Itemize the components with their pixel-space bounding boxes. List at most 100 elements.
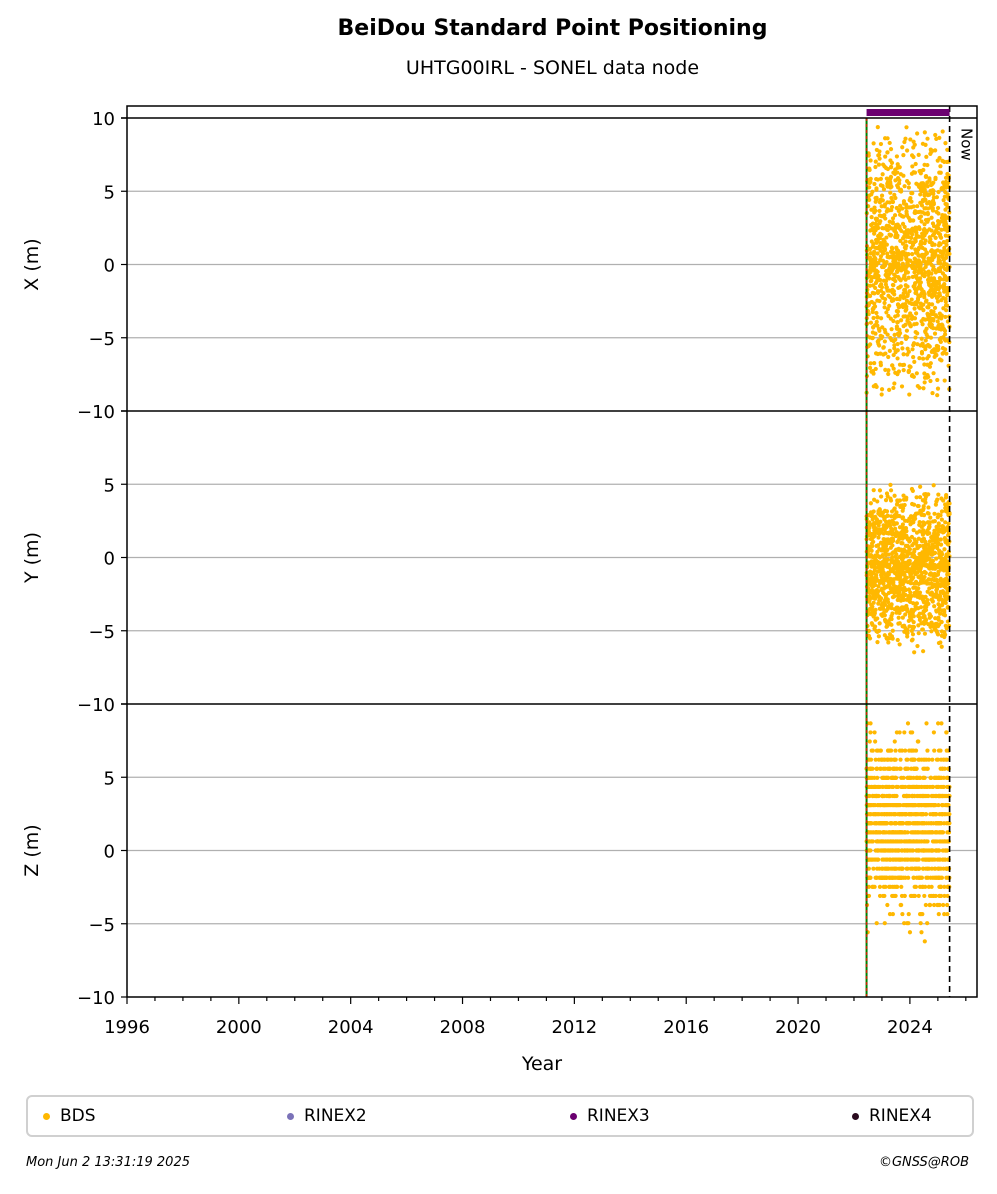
data-point-bds-y — [926, 524, 932, 530]
data-point-bds-z — [873, 848, 878, 853]
data-point-bds-y — [934, 591, 939, 596]
data-point-bds-x — [899, 318, 904, 323]
data-point-bds-x — [929, 286, 934, 291]
data-point-bds-z — [891, 830, 896, 835]
data-point-bds-x — [873, 159, 878, 164]
y-tick-label: −10 — [77, 988, 115, 1009]
data-point-bds-x — [890, 219, 895, 225]
data-point-bds-z — [913, 866, 918, 871]
data-point-bds-x — [881, 162, 886, 167]
data-point-bds-y — [870, 564, 876, 569]
y-tick-label: −5 — [88, 622, 115, 643]
data-point-bds-z — [867, 784, 872, 790]
data-point-bds-z — [920, 911, 925, 917]
data-point-bds-y — [890, 628, 895, 633]
data-point-bds-x — [943, 141, 948, 146]
data-point-bds-x — [871, 275, 876, 280]
data-point-bds-x — [932, 251, 937, 256]
data-point-bds-x — [923, 270, 928, 275]
data-point-bds-x — [944, 308, 949, 313]
data-point-bds-x — [938, 265, 943, 270]
x-tick-label: 2004 — [328, 1017, 374, 1038]
y-tick-label: 10 — [92, 109, 115, 130]
data-point-bds-y — [876, 584, 881, 589]
data-point-bds-x — [938, 339, 943, 344]
data-point-bds-x — [880, 243, 885, 248]
data-point-bds-x — [892, 381, 897, 386]
data-point-bds-y — [918, 484, 923, 489]
data-point-bds-x — [907, 392, 912, 397]
data-point-bds-y — [868, 510, 874, 515]
data-point-bds-y — [934, 524, 939, 529]
data-point-bds-y — [877, 621, 882, 626]
data-point-bds-x — [895, 356, 900, 361]
data-point-bds-y — [932, 626, 938, 632]
data-point-bds-x — [925, 356, 930, 361]
data-point-bds-y — [912, 593, 917, 598]
data-point-bds-y — [904, 497, 909, 502]
data-point-bds-y — [916, 606, 921, 611]
data-point-bds-z — [870, 830, 875, 835]
data-point-bds-y — [924, 562, 929, 567]
data-point-bds-x — [929, 181, 934, 186]
data-point-bds-y — [876, 523, 881, 528]
data-point-bds-x — [915, 297, 921, 302]
data-point-bds-x — [898, 172, 903, 177]
data-point-bds-z — [875, 866, 880, 871]
data-point-bds-x — [940, 129, 945, 134]
data-point-bds-y — [889, 514, 894, 519]
data-point-bds-x — [888, 158, 893, 163]
data-point-bds-y — [937, 537, 942, 542]
data-point-bds-z — [884, 857, 889, 862]
legend-item-rinex4: RINEX4 — [852, 1106, 932, 1126]
data-point-bds-z — [884, 812, 889, 817]
data-point-bds-y — [882, 602, 888, 607]
data-point-bds-x — [927, 282, 932, 287]
data-point-bds-y — [897, 642, 902, 647]
data-point-bds-x — [905, 352, 910, 357]
data-point-bds-x — [917, 276, 923, 281]
data-point-bds-y — [932, 519, 937, 524]
data-point-bds-y — [883, 530, 888, 535]
data-point-bds-z — [929, 821, 934, 826]
data-point-bds-y — [870, 517, 875, 522]
data-point-bds-y — [941, 591, 946, 596]
data-point-bds-z — [866, 884, 871, 889]
data-point-bds-y — [870, 607, 875, 612]
data-point-bds-z — [888, 866, 894, 871]
data-point-bds-x — [871, 305, 876, 310]
data-point-bds-z — [901, 784, 906, 790]
data-point-bds-z — [912, 884, 917, 889]
data-point-bds-y — [932, 550, 937, 556]
data-point-bds-z — [910, 839, 915, 844]
data-point-bds-z — [889, 784, 895, 790]
data-point-bds-x — [925, 311, 930, 316]
data-point-bds-y — [939, 644, 944, 649]
data-point-bds-y — [917, 529, 922, 534]
data-point-bds-x — [882, 305, 887, 310]
data-point-bds-x — [884, 272, 889, 277]
data-point-bds-x — [902, 230, 907, 235]
data-point-bds-y — [906, 595, 911, 600]
data-point-bds-x — [882, 136, 888, 141]
data-point-bds-x — [895, 269, 900, 275]
data-point-bds-x — [868, 278, 873, 284]
data-point-bds-x — [919, 188, 924, 194]
data-point-bds-x — [942, 332, 948, 337]
data-point-bds-x — [901, 352, 906, 357]
data-point-bds-z — [881, 893, 886, 899]
data-point-bds-y — [946, 521, 951, 526]
data-point-bds-z — [888, 857, 893, 862]
data-point-bds-x — [918, 184, 924, 189]
data-point-bds-x — [888, 190, 893, 195]
data-point-bds-y — [927, 566, 932, 571]
data-point-bds-x — [902, 139, 907, 145]
data-point-bds-y — [944, 566, 949, 571]
data-point-bds-y — [926, 577, 931, 582]
data-point-bds-y — [911, 575, 916, 580]
data-point-bds-z — [911, 875, 916, 880]
legend-marker-rinex3 — [570, 1112, 577, 1120]
data-point-bds-x — [878, 183, 883, 188]
data-point-bds-x — [874, 310, 879, 316]
y-tick-label: 0 — [104, 549, 115, 570]
